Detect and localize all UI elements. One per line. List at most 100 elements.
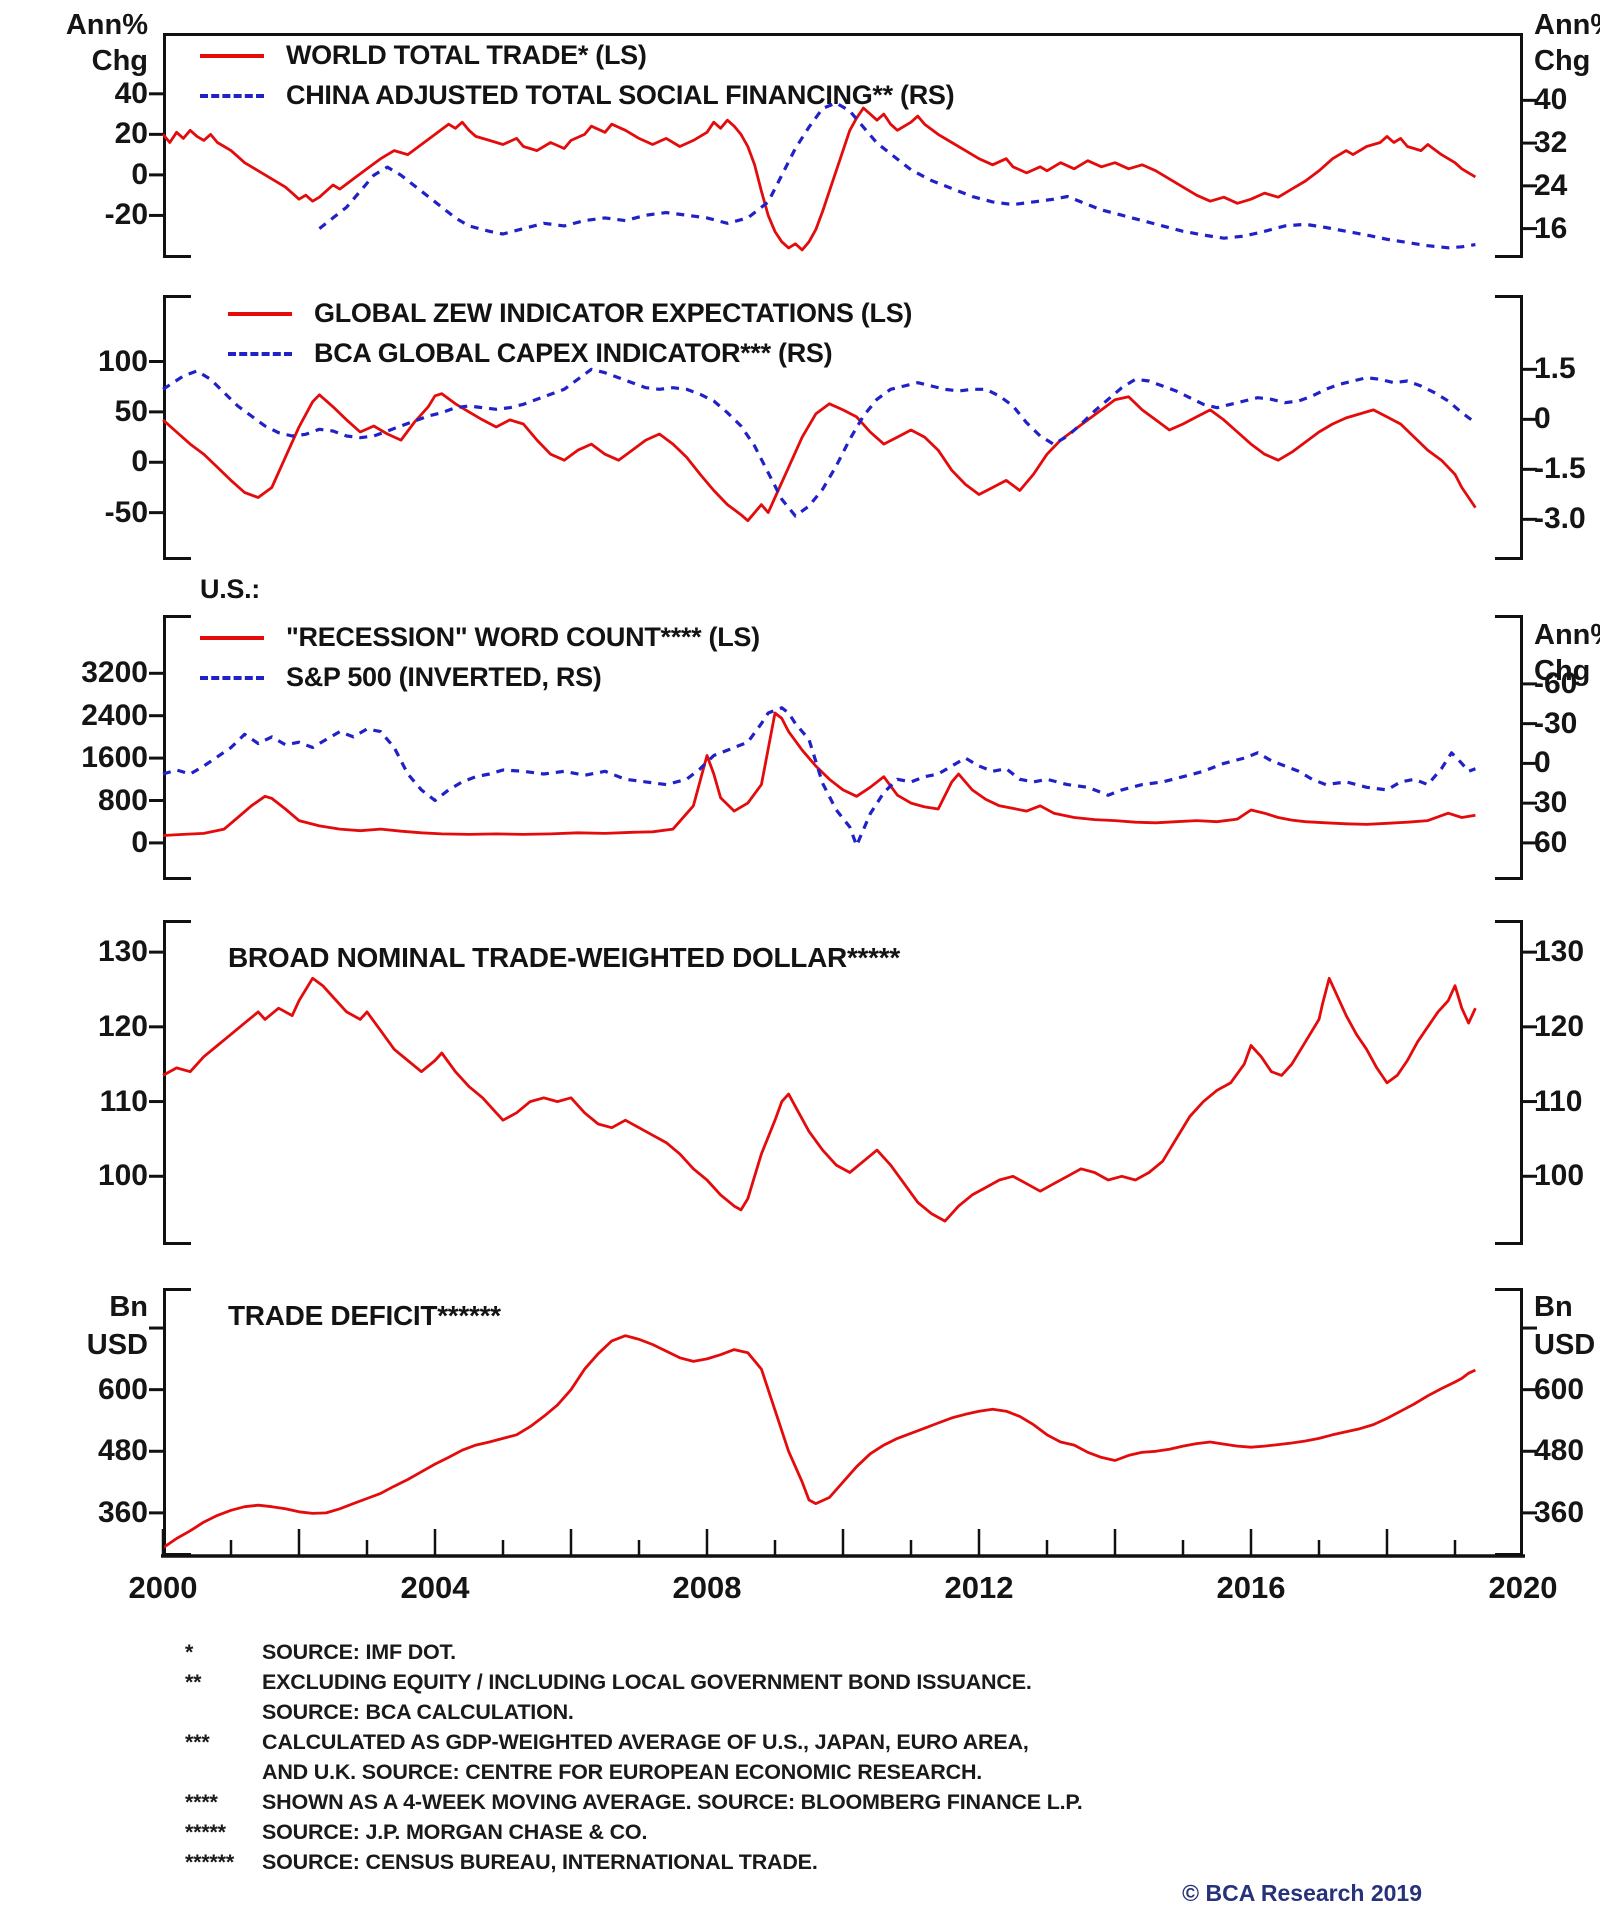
blue-dashed-line-swatch <box>200 675 264 680</box>
footnote-text: SHOWN AS A 4-WEEK MOVING AVERAGE. SOURCE… <box>262 1790 1083 1814</box>
x-tick-label-2000: 2000 <box>128 1570 198 1605</box>
footnote-marker: * <box>185 1640 194 1664</box>
axis-tick-label: 360 <box>1534 1495 1585 1529</box>
axis-tick-label: -3.0 <box>1534 502 1586 536</box>
red-solid-line-swatch <box>200 53 264 58</box>
legend-label: S&P 500 (INVERTED, RS) <box>286 662 602 692</box>
legend-item-china-tsf: CHINA ADJUSTED TOTAL SOCIAL FINANCING** … <box>200 80 955 111</box>
axis-tick-label: 32 <box>1534 126 1568 160</box>
series-red-p2 <box>162 392 1477 523</box>
axis-tick-label: 0 <box>131 825 148 859</box>
axis-tick-label: 0 <box>1534 402 1551 436</box>
axis-tick-label: 0 <box>1534 746 1551 780</box>
series-red-p5 <box>162 1334 1476 1549</box>
p3-region-header: U.S.: <box>200 574 261 604</box>
footnote-text: CALCULATED AS GDP-WEIGHTED AVERAGE OF U.… <box>262 1730 1029 1754</box>
legend-label: WORLD TOTAL TRADE* (LS) <box>286 40 647 70</box>
footnote-text: SOURCE: IMF DOT. <box>262 1640 456 1664</box>
axis-tick-label: 130 <box>97 935 148 969</box>
axis-tick-label: 24 <box>1534 168 1568 202</box>
x-tick-label-2016: 2016 <box>1216 1570 1286 1605</box>
footnote-2: ** EXCLUDING EQUITY / INCLUDING LOCAL GOV… <box>185 1670 1465 1695</box>
axis-tick-label: 2400 <box>81 698 148 732</box>
axis-tick-label: -1.5 <box>1534 452 1586 486</box>
footnote-4: **** SHOWN AS A 4-WEEK MOVING AVERAGE. SO… <box>185 1790 1465 1815</box>
p1-left-unit-line1: Ann% <box>65 9 148 41</box>
series-blue-p2 <box>162 367 1477 518</box>
footnote-text: SOURCE: BCA CALCULATION. <box>262 1700 574 1724</box>
axis-tick-label: 600 <box>97 1372 148 1406</box>
p5-right-unit-line2: USD <box>1534 1329 1596 1361</box>
footnote-2-continued: SOURCE: BCA CALCULATION. <box>185 1700 1465 1725</box>
p5-left-unit-line2: USD <box>86 1329 148 1361</box>
p3-right-unit-line1: Ann% <box>1534 619 1600 651</box>
axis-tick-label: 800 <box>97 783 148 817</box>
axis-tick-label: 130 <box>1534 935 1585 969</box>
panel-1-world-trade-chart <box>149 33 1537 258</box>
p1-legend: WORLD TOTAL TRADE* (LS) CHINA ADJUSTED T… <box>200 40 955 111</box>
footnote-marker: ****** <box>185 1850 235 1874</box>
series-red-p4 <box>162 976 1477 1223</box>
p1-right-unit-line2: Chg <box>1534 45 1591 77</box>
footnote-6: ****** SOURCE: CENSUS BUREAU, INTERNATION… <box>185 1850 1465 1875</box>
x-tick-label-2020: 2020 <box>1488 1570 1558 1605</box>
axis-tick-label: 100 <box>1534 1159 1585 1193</box>
legend-item-world-total-trade: WORLD TOTAL TRADE* (LS) <box>200 40 954 71</box>
footnote-marker: ** <box>185 1670 202 1694</box>
p5-right-unit-line1: Bn <box>1534 1291 1573 1323</box>
legend-label: "RECESSION" WORD COUNT**** (LS) <box>286 622 760 652</box>
legend-item-bca-capex: BCA GLOBAL CAPEX INDICATOR*** (RS) <box>228 338 912 369</box>
panel-3-recession-sp500-chart <box>149 615 1537 880</box>
footnote-marker: *** <box>185 1730 210 1754</box>
axis-tick-label: -50 <box>104 495 148 529</box>
p3-right-unit-line2: Chg <box>1534 655 1591 687</box>
axis-tick-label: 480 <box>97 1434 148 1468</box>
axis-tick-label: 360 <box>97 1495 148 1529</box>
legend-label: CHINA ADJUSTED TOTAL SOCIAL FINANCING** … <box>286 80 955 110</box>
axis-tick-label: 60 <box>1534 825 1568 859</box>
panel-4-dollar-chart <box>149 920 1537 1245</box>
axis-tick-label: 40 <box>1534 83 1568 117</box>
p2-legend: GLOBAL ZEW INDICATOR EXPECTATIONS (LS) B… <box>228 298 912 369</box>
footnote-text: EXCLUDING EQUITY / INCLUDING LOCAL GOVER… <box>262 1670 1032 1694</box>
axis-tick-label: 480 <box>1534 1434 1585 1468</box>
axis-tick-label: 1.5 <box>1534 352 1576 386</box>
footnote-1: * SOURCE: IMF DOT. <box>185 1640 1465 1665</box>
footnote-marker: **** <box>185 1790 218 1814</box>
footnote-3-continued: AND U.K. SOURCE: CENTRE FOR EUROPEAN ECO… <box>185 1760 1465 1785</box>
axis-tick-label: -60 <box>1534 666 1578 700</box>
x-tick-label-2012: 2012 <box>944 1570 1014 1605</box>
axis-tick-label: 120 <box>97 1009 148 1043</box>
axis-tick-label: 50 <box>114 394 148 428</box>
series-blue-p1 <box>318 101 1476 250</box>
footnote-text: AND U.K. SOURCE: CENTRE FOR EUROPEAN ECO… <box>262 1760 983 1784</box>
legend-label: GLOBAL ZEW INDICATOR EXPECTATIONS (LS) <box>314 298 913 328</box>
footnote-marker: ***** <box>185 1820 226 1844</box>
axis-tick-label: 110 <box>1534 1084 1583 1118</box>
footnote-text: SOURCE: J.P. MORGAN CHASE & CO. <box>262 1820 648 1844</box>
p5-title: TRADE DEFICIT****** <box>228 1300 501 1331</box>
p5-left-unit-line1: Bn <box>109 1291 148 1323</box>
axis-tick-label: -20 <box>104 198 148 232</box>
p1-right-unit-line1: Ann% <box>1534 9 1600 41</box>
axis-tick-label: 100 <box>97 344 148 378</box>
legend-label: BCA GLOBAL CAPEX INDICATOR*** (RS) <box>314 338 833 368</box>
legend-item-global-zew: GLOBAL ZEW INDICATOR EXPECTATIONS (LS) <box>228 298 912 329</box>
legend-item-sp500-inverted: S&P 500 (INVERTED, RS) <box>200 662 760 693</box>
red-solid-line-swatch <box>200 635 264 640</box>
axis-tick-label: 600 <box>1534 1372 1585 1406</box>
axis-tick-label: 40 <box>114 76 148 110</box>
axis-tick-label: 3200 <box>81 656 148 690</box>
x-tick-label-2004: 2004 <box>400 1570 470 1605</box>
blue-dashed-line-swatch <box>200 93 264 98</box>
axis-tick-label: 30 <box>1534 786 1568 820</box>
footnote-3: *** CALCULATED AS GDP-WEIGHTED AVERAGE OF… <box>185 1730 1465 1755</box>
p3-legend: "RECESSION" WORD COUNT**** (LS) S&P 500 … <box>200 622 760 693</box>
series-red-p3 <box>162 711 1476 837</box>
axis-tick-label: 20 <box>114 117 148 151</box>
blue-dashed-line-swatch <box>228 351 292 356</box>
axis-tick-label: 16 <box>1534 211 1568 245</box>
p1-left-unit-line2: Chg <box>91 45 148 77</box>
axis-tick-label: 0 <box>131 445 148 479</box>
